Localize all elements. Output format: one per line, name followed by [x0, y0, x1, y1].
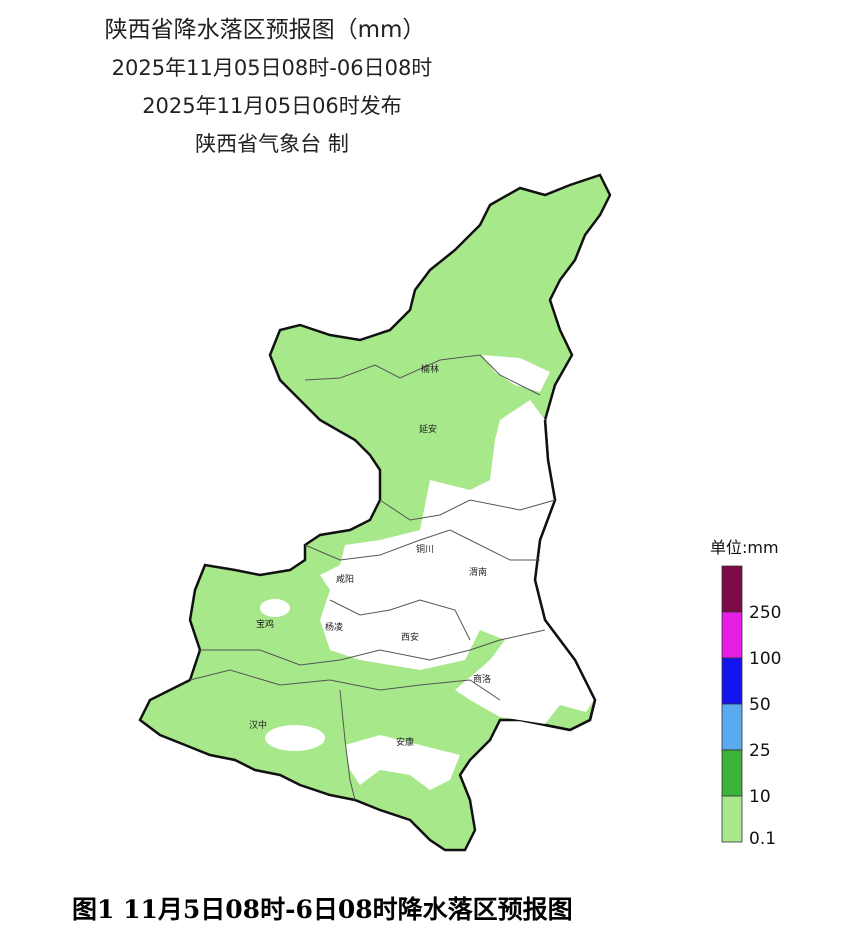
- legend-swatch: [721, 795, 743, 843]
- city-label: 延安: [419, 423, 437, 435]
- boundaries: [189, 354, 556, 801]
- title: 陕西省降水落区预报图（mm）: [105, 17, 426, 43]
- city-label: 安康: [396, 736, 414, 748]
- legend-label: 0.1: [749, 829, 776, 849]
- legend-label: 25: [749, 741, 771, 761]
- legend-label: 10: [749, 787, 771, 807]
- no-rain-area: [260, 599, 290, 617]
- city-label: 渭南: [469, 566, 487, 578]
- city-label: 汉中: [249, 719, 267, 731]
- legend-unit: 单位:mm: [710, 538, 779, 557]
- city-label: 咸阳: [336, 573, 354, 585]
- legend-label: 100: [749, 649, 781, 669]
- issued: 2025年11月05日06时发布: [142, 94, 402, 118]
- city-label: 商洛: [473, 673, 491, 685]
- period: 2025年11月05日08时-06日08时: [112, 56, 433, 80]
- legend-swatch: [721, 657, 743, 705]
- legend-swatch: [721, 565, 743, 613]
- city-label: 西安: [401, 631, 419, 643]
- city-label: 宝鸡: [256, 618, 274, 630]
- legend-label: 250: [749, 603, 781, 623]
- legend-swatch: [721, 749, 743, 797]
- no-rain-area: [320, 400, 594, 724]
- no-rain-area: [482, 355, 550, 392]
- producer: 陕西省气象台 制: [195, 132, 349, 156]
- city-label: 榆林: [421, 363, 439, 375]
- province-outline: [533, 419, 597, 732]
- no-rain-area: [345, 735, 460, 790]
- city-label: 杨凌: [325, 621, 343, 633]
- legend-label: 50: [749, 695, 771, 715]
- legend: 250 100 50 25 10 0.1: [721, 565, 781, 849]
- legend-swatch: [721, 703, 743, 751]
- province-map: [138, 173, 612, 852]
- city-label: 铜川: [416, 543, 434, 555]
- no-rain-area: [265, 725, 325, 751]
- caption: 图1 11月5日08时-6日08时降水落区预报图: [72, 895, 573, 924]
- legend-swatch: [721, 611, 743, 659]
